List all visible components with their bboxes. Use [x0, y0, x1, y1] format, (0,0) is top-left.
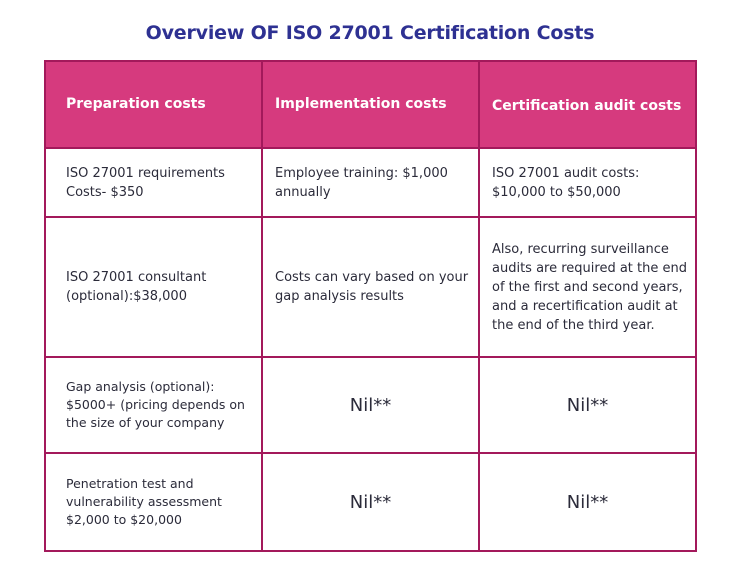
- table-cell: Also, recurring surveillance audits are …: [478, 216, 697, 358]
- table-cell: Costs can vary based on your gap analysi…: [261, 216, 480, 358]
- table-row: ISO 27001 requirements Costs- $350 Emplo…: [44, 147, 697, 218]
- header-implementation: Implementation costs: [261, 60, 480, 149]
- table-row: Gap analysis (optional): $5000+ (pricing…: [44, 356, 697, 454]
- table-cell: ISO 27001 requirements Costs- $350: [44, 147, 263, 218]
- table-cell: Employee training: $1,000 annually: [261, 147, 480, 218]
- table-cell-nil: Nil**: [261, 452, 480, 552]
- page-title: Overview OF ISO 27001 Certification Cost…: [145, 22, 595, 44]
- cost-table: Preparation costs Implementation costs C…: [44, 60, 697, 552]
- table-cell: ISO 27001 audit costs: $10,000 to $50,00…: [478, 147, 697, 218]
- header-certification: Certification audit costs: [478, 60, 697, 149]
- table-cell: Gap analysis (optional): $5000+ (pricing…: [44, 356, 263, 454]
- table-row: ISO 27001 consultant (optional):$38,000 …: [44, 216, 697, 358]
- header-preparation: Preparation costs: [44, 60, 263, 149]
- table-cell-nil: Nil**: [478, 356, 697, 454]
- table-cell: ISO 27001 consultant (optional):$38,000: [44, 216, 263, 358]
- table-header-row: Preparation costs Implementation costs C…: [44, 60, 697, 149]
- table-cell: Penetration test and vulnerability asses…: [44, 452, 263, 552]
- table-row: Penetration test and vulnerability asses…: [44, 452, 697, 552]
- table-cell-nil: Nil**: [261, 356, 480, 454]
- table-cell-nil: Nil**: [478, 452, 697, 552]
